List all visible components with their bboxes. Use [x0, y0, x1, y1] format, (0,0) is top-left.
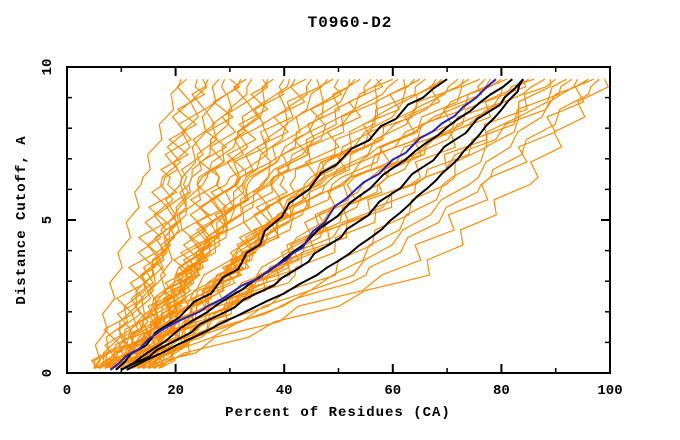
- y-tick-label: 10: [40, 59, 56, 76]
- server-model-line: [119, 78, 253, 369]
- server-model-line: [93, 79, 464, 369]
- server-model-line: [126, 78, 269, 369]
- server-model-line: [93, 78, 372, 369]
- server-model-line: [105, 78, 228, 369]
- server-model-line: [104, 78, 491, 369]
- server-model-line: [115, 78, 242, 369]
- server-model-line: [99, 79, 291, 369]
- y-tick-label: 5: [40, 216, 56, 224]
- server-model-line: [99, 78, 480, 369]
- series-layer: [90, 78, 610, 371]
- x-axis-label: Percent of Residues (CA): [225, 405, 451, 421]
- chart-title: T0960-D2: [308, 14, 393, 32]
- y-tick-label: 0: [40, 369, 56, 377]
- highlight-model-black-3: [120, 78, 524, 371]
- x-tick-label: 0: [63, 383, 71, 399]
- server-model-line: [109, 78, 508, 369]
- x-tick-label: 40: [276, 383, 293, 399]
- highlight-model-black-4: [126, 78, 524, 371]
- highlight-model-blue: [109, 78, 497, 371]
- server-model-line: [142, 78, 594, 369]
- highlight-model-black-2: [120, 78, 513, 371]
- server-model-line: [110, 78, 600, 369]
- server-model-line: [126, 79, 551, 369]
- y-axis-label: Distance Cutoff, A: [14, 135, 30, 304]
- x-tick-label: 20: [167, 383, 184, 399]
- server-model-line: [93, 78, 182, 369]
- highlight-model-black-1: [115, 78, 448, 371]
- x-tick-label: 100: [597, 383, 622, 399]
- server-model-line: [147, 78, 513, 369]
- server-model-line: [93, 78, 274, 369]
- server-model-line: [104, 78, 589, 369]
- server-model-line: [104, 78, 399, 369]
- axis-ticks: 0 20 40 60 80 100 0 5 10: [40, 59, 623, 399]
- x-tick-label: 60: [384, 383, 401, 399]
- server-model-line: [99, 78, 573, 369]
- x-tick-label: 80: [493, 383, 510, 399]
- server-model-line: [148, 78, 610, 369]
